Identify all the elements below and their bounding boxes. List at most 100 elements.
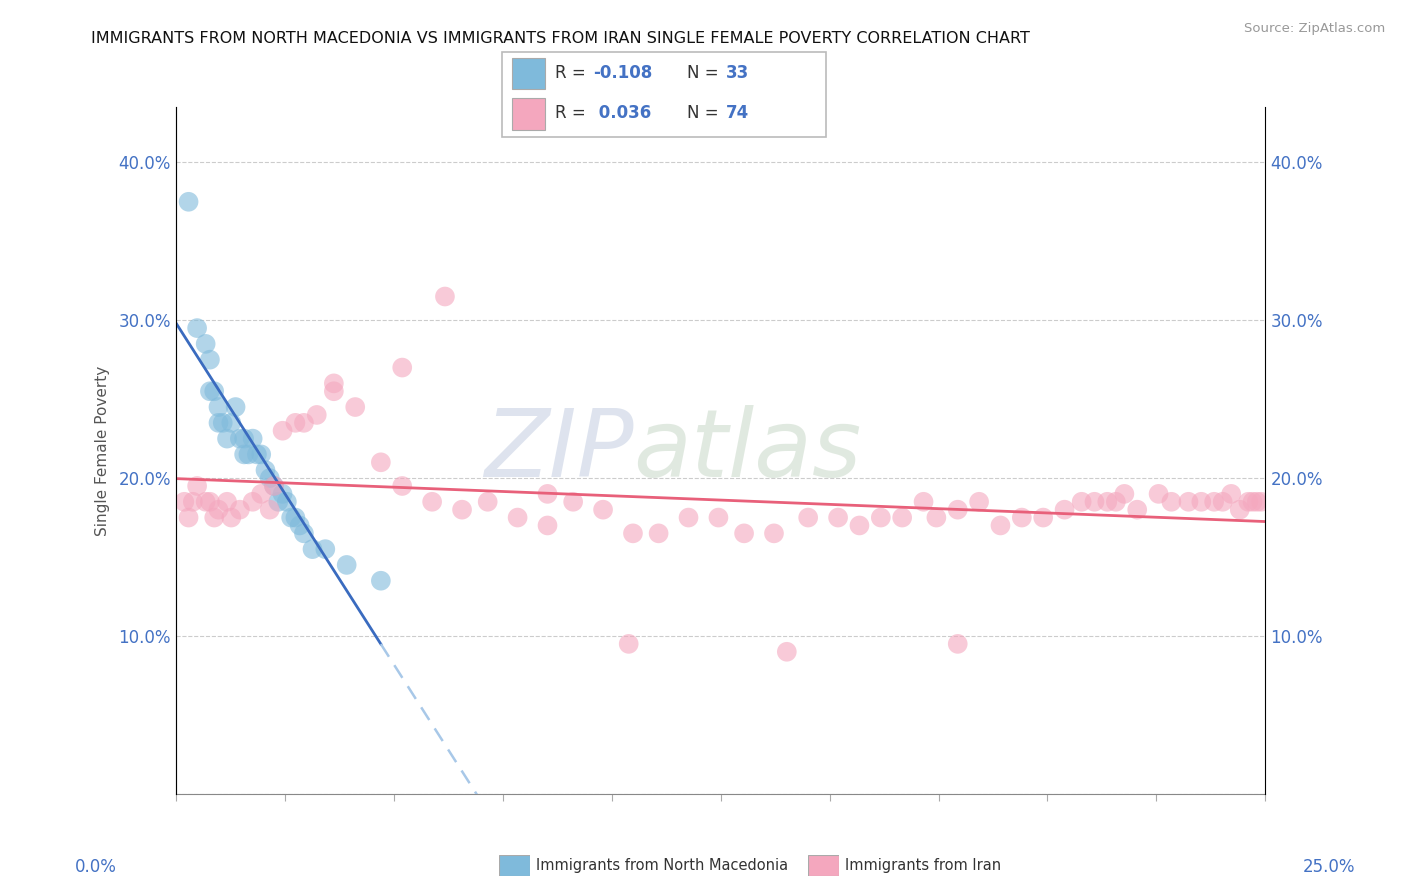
Point	[1189, 495, 1212, 509]
Point	[1237, 495, 1260, 509]
Point	[215, 495, 238, 509]
Point	[186, 479, 208, 493]
Point	[1114, 487, 1136, 501]
Point	[229, 502, 252, 516]
Point	[202, 510, 225, 524]
Point	[617, 637, 640, 651]
Point	[647, 526, 669, 541]
Point	[238, 447, 260, 461]
Point	[207, 400, 229, 414]
Point	[1032, 510, 1054, 524]
Point	[229, 432, 252, 446]
Point	[946, 637, 969, 651]
Point	[1229, 502, 1251, 516]
Point	[198, 495, 221, 509]
Point	[336, 558, 359, 572]
Point	[797, 510, 820, 524]
Point	[250, 487, 273, 501]
Point	[322, 376, 344, 391]
Text: R =: R =	[555, 104, 592, 122]
Point	[254, 463, 277, 477]
Point	[912, 495, 935, 509]
Point	[1246, 495, 1268, 509]
Point	[420, 495, 443, 509]
Text: Source: ZipAtlas.com: Source: ZipAtlas.com	[1244, 22, 1385, 36]
Text: 33: 33	[725, 64, 749, 82]
Point	[259, 502, 281, 516]
Point	[292, 416, 315, 430]
Point	[1011, 510, 1033, 524]
Text: Immigrants from North Macedonia: Immigrants from North Macedonia	[536, 858, 787, 872]
Text: ZIP: ZIP	[484, 405, 633, 496]
Point	[207, 502, 229, 516]
Point	[506, 510, 529, 524]
Point	[967, 495, 990, 509]
Point	[242, 432, 264, 446]
Point	[990, 518, 1012, 533]
Text: R =: R =	[555, 64, 592, 82]
Point	[678, 510, 700, 524]
Point	[1105, 495, 1128, 509]
Point	[211, 416, 233, 430]
Point	[288, 518, 311, 533]
Text: atlas: atlas	[633, 405, 862, 496]
Text: IMMIGRANTS FROM NORTH MACEDONIA VS IMMIGRANTS FROM IRAN SINGLE FEMALE POVERTY CO: IMMIGRANTS FROM NORTH MACEDONIA VS IMMIG…	[91, 31, 1031, 46]
Point	[225, 400, 247, 414]
Point	[1204, 495, 1226, 509]
Point	[276, 495, 298, 509]
Point	[271, 487, 294, 501]
Point	[433, 289, 456, 303]
Point	[451, 502, 474, 516]
Point	[242, 495, 264, 509]
Point	[177, 194, 200, 209]
Point	[263, 479, 285, 493]
Point	[1250, 495, 1272, 509]
Point	[869, 510, 891, 524]
Point	[292, 526, 315, 541]
Point	[198, 352, 221, 367]
Point	[322, 384, 344, 399]
Point	[284, 510, 307, 524]
Point	[762, 526, 785, 541]
Point	[173, 495, 195, 509]
Point	[707, 510, 730, 524]
Point	[221, 416, 243, 430]
Point	[1083, 495, 1105, 509]
Text: N =: N =	[688, 64, 724, 82]
Point	[827, 510, 849, 524]
Point	[194, 495, 217, 509]
Text: 74: 74	[725, 104, 749, 122]
Point	[233, 432, 256, 446]
Point	[370, 574, 392, 588]
Text: 25.0%: 25.0%	[1302, 858, 1355, 876]
Point	[891, 510, 914, 524]
Point	[263, 479, 285, 493]
Point	[305, 408, 328, 422]
Point	[250, 447, 273, 461]
Point	[202, 384, 225, 399]
Point	[733, 526, 755, 541]
Point	[207, 416, 229, 430]
Point	[284, 416, 307, 430]
Point	[233, 447, 256, 461]
Point	[301, 542, 323, 557]
Bar	[512, 58, 546, 89]
Point	[221, 510, 243, 524]
Point	[1053, 502, 1076, 516]
Point	[536, 487, 558, 501]
Point	[259, 471, 281, 485]
Point	[314, 542, 336, 557]
Point	[925, 510, 948, 524]
Bar	[512, 98, 546, 129]
Y-axis label: Single Female Poverty: Single Female Poverty	[96, 366, 110, 535]
Text: 0.0%: 0.0%	[75, 858, 117, 876]
Text: Immigrants from Iran: Immigrants from Iran	[845, 858, 1001, 872]
Point	[477, 495, 499, 509]
Point	[946, 502, 969, 516]
FancyBboxPatch shape	[502, 52, 827, 137]
Point	[391, 479, 413, 493]
Point	[1241, 495, 1264, 509]
Point	[1126, 502, 1149, 516]
Point	[776, 645, 799, 659]
Point	[1160, 495, 1182, 509]
